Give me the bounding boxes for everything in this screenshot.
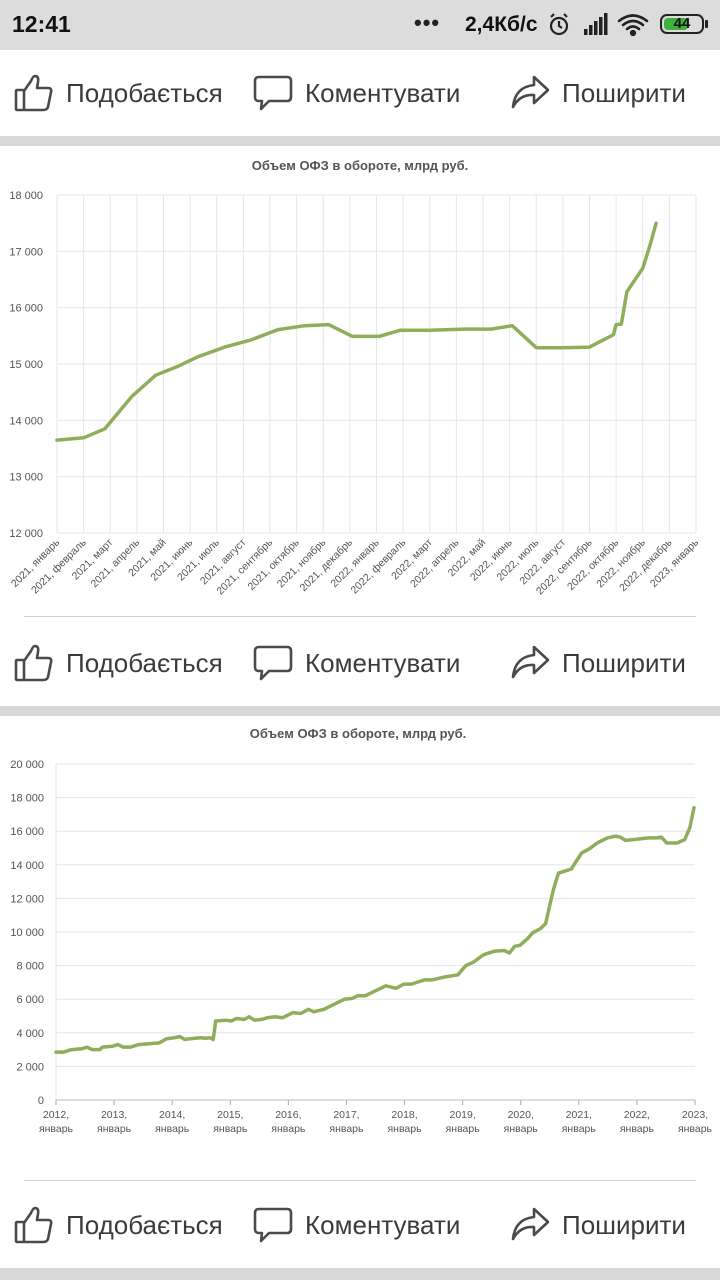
post-separator <box>0 1268 720 1280</box>
x-tick-label-year: 2019, <box>449 1109 475 1121</box>
thumbs-up-icon <box>14 644 53 682</box>
status-icons <box>549 13 649 37</box>
comment-label: Коментувати <box>305 77 461 108</box>
y-tick-label: 4 000 <box>16 1028 44 1040</box>
thumbs-up-icon <box>14 74 53 112</box>
battery-level: 44 <box>673 15 691 32</box>
post-actions-2: Подобається Коментувати Поширити <box>0 628 720 698</box>
y-tick-label: 10 000 <box>10 927 44 939</box>
y-tick-label: 6 000 <box>16 994 44 1006</box>
x-tick-label-month: январь <box>620 1123 655 1135</box>
share-icon <box>511 1207 550 1241</box>
x-tick-label-year: 2020, <box>508 1109 534 1121</box>
network-speed: 2,4Кб/с <box>465 13 538 36</box>
y-tick-label: 12 000 <box>10 893 44 905</box>
x-tick-label-year: 2015, <box>217 1109 243 1121</box>
x-tick-label-month: январь <box>387 1123 422 1135</box>
x-tick-label-year: 2022, <box>624 1109 650 1121</box>
like-label: Подобається <box>66 647 223 678</box>
y-tick-label: 16 000 <box>9 303 43 315</box>
x-tick-label-year: 2012, <box>43 1109 69 1121</box>
x-tick-label-month: январь <box>39 1123 74 1135</box>
y-tick-label: 16 000 <box>10 826 44 838</box>
share-icon <box>511 645 550 679</box>
x-tick-label-year: 2016, <box>275 1109 301 1121</box>
y-tick-label: 14 000 <box>9 415 43 427</box>
chart-1-svg: Объем ОФЗ в обороте, млрд руб. 12 000 13 0… <box>9 158 702 597</box>
comment-icon <box>253 75 293 111</box>
x-tick-label-month: январь <box>97 1123 132 1135</box>
share-button[interactable]: Поширити <box>510 628 686 698</box>
alarm-icon <box>549 13 569 36</box>
like-button[interactable]: Подобається <box>14 1190 223 1260</box>
share-button[interactable]: Поширити <box>510 1190 686 1260</box>
post-separator <box>0 706 720 716</box>
y-tick-label: 12 000 <box>9 528 43 540</box>
like-label: Подобається <box>66 1209 223 1240</box>
share-icon <box>511 75 550 109</box>
share-label: Поширити <box>562 1209 686 1240</box>
x-tick-label-year: 2018, <box>391 1109 417 1121</box>
comment-icon <box>253 1207 293 1243</box>
notification-dots: ••• <box>414 10 441 35</box>
thumbs-up-icon <box>14 1206 53 1244</box>
y-tick-label: 13 000 <box>9 472 43 484</box>
comment-button[interactable]: Коментувати <box>253 1190 460 1260</box>
share-label: Поширити <box>562 77 686 108</box>
like-button[interactable]: Подобається <box>14 628 223 698</box>
post-actions-3: Подобається Коментувати Поширити <box>0 1190 720 1260</box>
status-time: 12:41 <box>12 11 71 37</box>
x-tick-label-month: январь <box>562 1123 597 1135</box>
wifi-icon <box>617 14 649 37</box>
x-tick-label-month: январь <box>271 1123 306 1135</box>
series-line <box>55 221 658 442</box>
status-bar: 12:41 ••• 2,4Кб/с 44 <box>0 0 720 50</box>
like-button[interactable]: Подобається <box>14 58 223 128</box>
y-tick-label: 18 000 <box>10 793 44 805</box>
x-tick-label-month: январь <box>678 1123 713 1135</box>
chart-title: Объем ОФЗ в обороте, млрд руб. <box>250 726 467 741</box>
share-label: Поширити <box>562 647 686 678</box>
x-tick-label-year: 2017, <box>333 1109 359 1121</box>
post-separator <box>0 136 720 146</box>
y-tick-label: 15 000 <box>9 359 43 371</box>
x-tick-label-year: 2021, <box>566 1109 592 1121</box>
share-button[interactable]: Поширити <box>510 58 686 128</box>
comment-button[interactable]: Коментувати <box>253 58 460 128</box>
y-tick-label: 8 000 <box>16 961 44 973</box>
comment-button[interactable]: Коментувати <box>253 628 460 698</box>
series-line <box>54 805 696 1054</box>
x-tick-label-month: январь <box>213 1123 248 1135</box>
chart-2: Объем ОФЗ в обороте, млрд руб. 0 2 000 4 00… <box>0 716 720 1176</box>
x-tick-label-year: 2023, <box>682 1109 708 1121</box>
x-tick-label-month: январь <box>155 1123 190 1135</box>
battery-icon: 44 <box>660 14 704 34</box>
y-tick-label: 14 000 <box>10 860 44 872</box>
like-label: Подобається <box>66 77 223 108</box>
x-tick-label-month: январь <box>329 1123 364 1135</box>
chart-2-svg: Объем ОФЗ в обороте, млрд руб. 0 2 000 4 00… <box>10 726 713 1135</box>
divider <box>24 616 696 617</box>
x-tick-label-month: январь <box>504 1123 539 1135</box>
y-tick-label: 18 000 <box>9 190 43 202</box>
comment-label: Коментувати <box>305 647 461 678</box>
comment-label: Коментувати <box>305 1209 461 1240</box>
comment-icon <box>253 645 293 681</box>
post-actions-1: Подобається Коментувати Поширити <box>0 58 720 128</box>
y-tick-label: 2 000 <box>16 1061 44 1073</box>
x-tick-label-year: 2013, <box>101 1109 127 1121</box>
y-tick-label: 17 000 <box>9 246 43 258</box>
divider <box>24 1180 696 1181</box>
chart-1: Объем ОФЗ в обороте, млрд руб. 12 000 13 0… <box>0 146 720 616</box>
chart-title: Объем ОФЗ в обороте, млрд руб. <box>252 158 469 173</box>
x-tick-label-year: 2014, <box>159 1109 185 1121</box>
x-tick-label-month: январь <box>446 1123 481 1135</box>
y-tick-label: 20 000 <box>10 759 44 771</box>
signal-icon <box>584 13 608 35</box>
y-tick-label: 0 <box>38 1095 44 1107</box>
